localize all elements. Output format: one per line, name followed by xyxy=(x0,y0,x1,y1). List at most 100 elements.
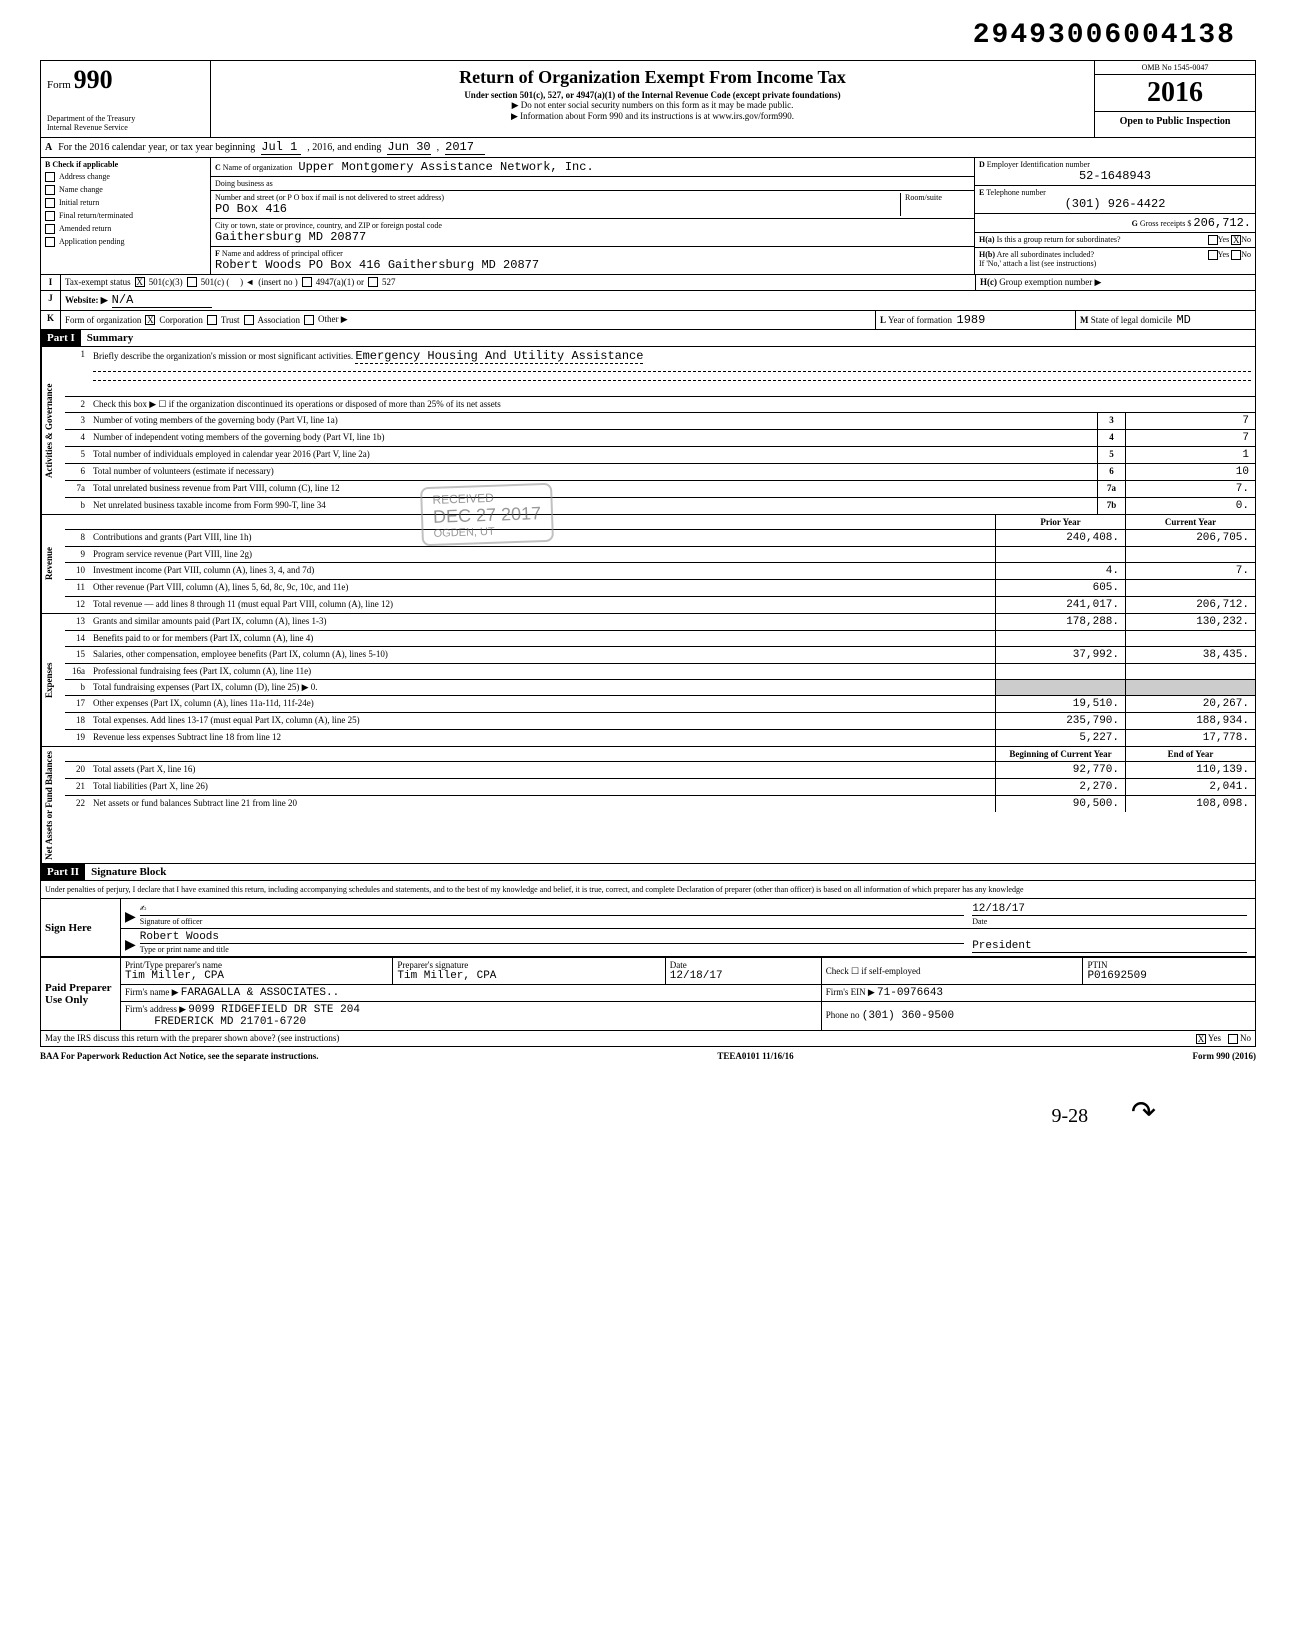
sign-here-block: Sign Here ▶ ✍︎ Signature of officer 12/1… xyxy=(40,899,1256,957)
form-title: Return of Organization Exempt From Incom… xyxy=(215,67,1090,88)
baa-form: Form 990 (2016) xyxy=(1193,1047,1256,1065)
line-i: I Tax-exempt status X501(c)(3) 501(c) ( … xyxy=(40,275,1256,291)
val-7b: 0. xyxy=(1125,498,1255,514)
room-suite: Room/suite xyxy=(900,193,970,216)
summary-line-21: 21Total liabilities (Part X, line 26)2,2… xyxy=(65,779,1255,796)
form-number: Form 990 xyxy=(47,65,204,95)
principal-officer: Robert Woods PO Box 416 Gaithersburg MD … xyxy=(215,258,539,272)
firm-addr2: FREDERICK MD 21701-6720 xyxy=(154,1016,306,1028)
line-k: K Form of organization XCorporation Trus… xyxy=(40,311,1256,330)
org-city: Gaithersburg MD 20877 xyxy=(215,230,366,244)
chk-initial-return[interactable]: Initial return xyxy=(45,198,206,208)
summary-line-11: 11Other revenue (Part VIII, column (A), … xyxy=(65,580,1255,597)
chk-trust[interactable] xyxy=(207,315,217,325)
prior-year-header: Prior Year xyxy=(995,515,1125,529)
chk-final-return[interactable]: Final return/terminated xyxy=(45,211,206,221)
summary-line-22: 22Net assets or fund balances Subtract l… xyxy=(65,796,1255,812)
omb-number: OMB No 1545-0047 xyxy=(1095,61,1255,75)
summary-line-12: 12Total revenue — add lines 8 through 11… xyxy=(65,597,1255,613)
val-6: 10 xyxy=(1125,464,1255,480)
open-inspection: Open to Public Inspection xyxy=(1095,112,1255,131)
chk-name-change[interactable]: Name change xyxy=(45,185,206,195)
summary-line-16a: 16aProfessional fundraising fees (Part I… xyxy=(65,664,1255,680)
val-5: 1 xyxy=(1125,447,1255,463)
handwritten-date: 9-28 ↷ xyxy=(40,1095,1256,1130)
summary-line-9: 9Program service revenue (Part VIII, lin… xyxy=(65,547,1255,563)
dept-treasury: Department of the Treasury Internal Reve… xyxy=(47,115,204,133)
ptin: P01692509 xyxy=(1087,970,1146,982)
chk-other[interactable] xyxy=(304,315,314,325)
website: N/A xyxy=(112,293,212,308)
summary-line-14: 14Benefits paid to or for members (Part … xyxy=(65,631,1255,647)
firm-addr1: 9099 RIDGEFIELD DR STE 204 xyxy=(188,1004,360,1016)
expenses-section: Expenses 13Grants and similar amounts pa… xyxy=(40,614,1256,747)
b-label: B Check if applicable xyxy=(45,160,118,169)
chk-501c3[interactable]: X xyxy=(135,277,145,287)
revenue-section: Revenue Prior Year Current Year 8Contrib… xyxy=(40,515,1256,614)
org-name: Upper Montgomery Assistance Network, Inc… xyxy=(298,160,593,174)
summary-line-18: 18Total expenses. Add lines 13-17 (must … xyxy=(65,713,1255,730)
chk-527[interactable] xyxy=(368,277,378,287)
chk-application-pending[interactable]: Application pending xyxy=(45,237,206,247)
line-a: A For the 2016 calendar year, or tax yea… xyxy=(40,138,1256,158)
chk-corp[interactable]: X xyxy=(145,315,155,325)
form-subtitle: Under section 501(c), 527, or 4947(a)(1)… xyxy=(215,90,1090,100)
h-a-no: X xyxy=(1231,235,1241,245)
form-header: Form 990 Department of the Treasury Inte… xyxy=(40,60,1256,138)
val-3: 7 xyxy=(1125,413,1255,429)
preparer-sig: Tim Miller, CPA xyxy=(397,970,496,982)
ein: 52-1648943 xyxy=(979,169,1251,183)
instruction-url: ▶ Information about Form 990 and its ins… xyxy=(215,111,1090,122)
chk-501c[interactable] xyxy=(187,277,197,287)
current-year-header: Current Year xyxy=(1125,515,1255,529)
line-j: J Website: ▶ N/A xyxy=(40,291,1256,311)
top-scan-code: 29493006004138 xyxy=(973,20,1236,51)
part-2-header: Part II Signature Block xyxy=(40,864,1256,881)
summary-line-17: 17Other expenses (Part IX, column (A), l… xyxy=(65,696,1255,713)
chk-address-change[interactable]: Address change xyxy=(45,172,206,182)
mission: Emergency Housing And Utility Assistance xyxy=(355,349,643,364)
officer-signature: ✍︎ xyxy=(140,901,964,916)
net-assets-section: Net Assets or Fund Balances Beginning of… xyxy=(40,747,1256,865)
chk-4947[interactable] xyxy=(302,277,312,287)
chk-amended-return[interactable]: Amended return xyxy=(45,224,206,234)
discuss-yes[interactable]: X xyxy=(1196,1034,1206,1044)
summary-line-20: 20Total assets (Part X, line 16)92,770.1… xyxy=(65,762,1255,779)
chk-assoc[interactable] xyxy=(244,315,254,325)
val-4: 7 xyxy=(1125,430,1255,446)
dba: Doing business as xyxy=(211,177,974,191)
begin-year-header: Beginning of Current Year xyxy=(995,747,1125,761)
officer-title: President xyxy=(972,940,1247,953)
baa-notice: BAA For Paperwork Reduction Act Notice, … xyxy=(40,1047,319,1065)
part-1-header: Part I Summary xyxy=(40,330,1256,347)
discuss-row: May the IRS discuss this return with the… xyxy=(40,1031,1256,1047)
block-bcde: B Check if applicable Address change Nam… xyxy=(40,158,1256,275)
firm-phone: (301) 360-9500 xyxy=(862,1010,954,1022)
instruction-ssn: ▶ Do not enter social security numbers o… xyxy=(215,100,1090,111)
discuss-no[interactable] xyxy=(1228,1034,1238,1044)
end-year-header: End of Year xyxy=(1125,747,1255,761)
preparer-table: Paid Preparer Use Only Print/Type prepar… xyxy=(40,957,1256,1031)
sign-date: 12/18/17 xyxy=(972,903,1247,916)
tax-year: 2016 xyxy=(1095,75,1255,112)
summary-line-13: 13Grants and similar amounts paid (Part … xyxy=(65,614,1255,631)
domicile: MD xyxy=(1176,313,1190,327)
baa-code: TEEA0101 11/16/16 xyxy=(717,1047,793,1065)
declaration: Under penalties of perjury, I declare th… xyxy=(40,881,1256,899)
firm-name: FARAGALLA & ASSOCIATES.. xyxy=(181,987,339,999)
governance-section: Activities & Governance 1 Briefly descri… xyxy=(40,347,1256,515)
year-formation: 1989 xyxy=(957,313,986,327)
summary-line-19: 19Revenue less expenses Subtract line 18… xyxy=(65,730,1255,746)
val-7a: 7. xyxy=(1125,481,1255,497)
officer-name: Robert Woods xyxy=(140,931,964,944)
phone: (301) 926-4422 xyxy=(979,197,1251,211)
summary-line-15: 15Salaries, other compensation, employee… xyxy=(65,647,1255,664)
preparer-name: Tim Miller, CPA xyxy=(125,970,224,982)
gross-receipts: 206,712. xyxy=(1193,216,1251,230)
summary-line-b: bTotal fundraising expenses (Part IX, co… xyxy=(65,680,1255,696)
summary-line-10: 10Investment income (Part VIII, column (… xyxy=(65,563,1255,580)
firm-ein: 71-0976643 xyxy=(877,987,943,999)
summary-line-8: 8Contributions and grants (Part VIII, li… xyxy=(65,530,1255,547)
org-street: PO Box 416 xyxy=(215,202,287,216)
preparer-date: 12/18/17 xyxy=(670,970,723,982)
